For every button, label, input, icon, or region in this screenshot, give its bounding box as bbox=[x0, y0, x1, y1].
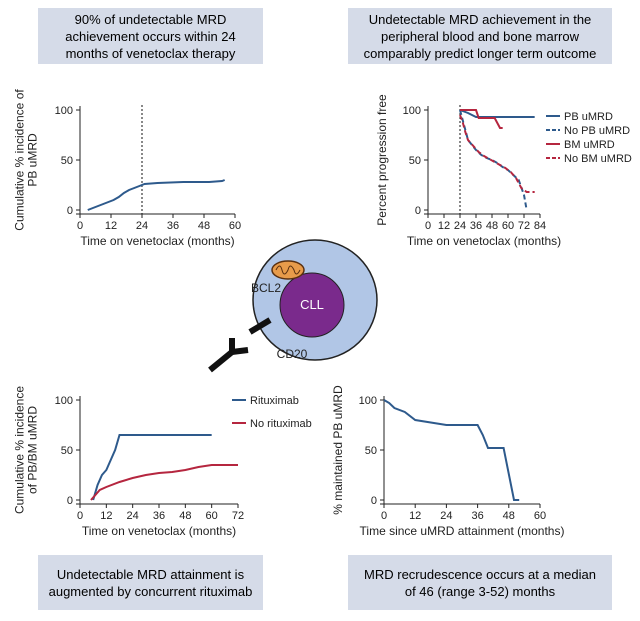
x-axis-label: Time since uMRD attainment (months) bbox=[360, 524, 565, 538]
series-line bbox=[459, 114, 535, 193]
legend-label: BM uMRD bbox=[564, 139, 615, 151]
y-axis-label: of PB/BM uMRD bbox=[26, 406, 40, 494]
y-axis-label: Cumulative % incidence of bbox=[13, 89, 27, 231]
caption: Undetectable MRD achievement in the peri… bbox=[348, 8, 612, 64]
x-tick-label: 60 bbox=[206, 510, 218, 522]
x-tick-label: 12 bbox=[409, 510, 421, 522]
label: CLL bbox=[300, 297, 324, 312]
x-axis-label: Time on venetoclax (months) bbox=[80, 234, 234, 248]
x-tick-label: 60 bbox=[534, 510, 546, 522]
x-tick-label: 24 bbox=[127, 510, 139, 522]
caption: Undetectable MRD attainment is augmented… bbox=[38, 555, 263, 610]
legend-label: Rituximab bbox=[250, 395, 299, 407]
y-tick-label: 100 bbox=[403, 105, 421, 117]
series-line bbox=[460, 109, 503, 129]
x-tick-label: 12 bbox=[100, 510, 112, 522]
x-tick-label: 24 bbox=[454, 220, 466, 232]
y-axis-label: Cumulative % incidence bbox=[13, 386, 27, 514]
y-tick-label: 0 bbox=[67, 205, 73, 217]
label: CD20 bbox=[277, 347, 308, 361]
series-line bbox=[87, 179, 226, 211]
x-tick-label: 48 bbox=[198, 220, 210, 232]
y-tick-label: 0 bbox=[67, 495, 73, 507]
x-tick-label: 12 bbox=[105, 220, 117, 232]
y-tick-label: 100 bbox=[55, 105, 73, 117]
y-tick-label: 100 bbox=[359, 395, 377, 407]
x-tick-label: 60 bbox=[229, 220, 241, 232]
caption: 90% of undetectable MRD achievement occu… bbox=[38, 8, 263, 64]
y-tick-label: 0 bbox=[371, 495, 377, 507]
legend-label: No BM uMRD bbox=[564, 153, 632, 165]
x-tick-label: 36 bbox=[471, 510, 483, 522]
label: BCL2 bbox=[251, 281, 281, 295]
y-axis-label: % maintained PB uMRD bbox=[331, 385, 345, 515]
series-line bbox=[459, 109, 528, 211]
y-tick-label: 50 bbox=[61, 155, 73, 167]
x-tick-label: 36 bbox=[470, 220, 482, 232]
x-tick-label: 0 bbox=[77, 510, 83, 522]
x-tick-label: 0 bbox=[77, 220, 83, 232]
y-tick-label: 100 bbox=[55, 395, 73, 407]
x-axis-label: Time on venetoclax (months) bbox=[407, 234, 561, 248]
x-tick-label: 72 bbox=[232, 510, 244, 522]
x-tick-label: 60 bbox=[502, 220, 514, 232]
legend-label: PB uMRD bbox=[564, 111, 613, 123]
x-tick-label: 72 bbox=[518, 220, 530, 232]
y-tick-label: 50 bbox=[61, 445, 73, 457]
y-tick-label: 50 bbox=[409, 155, 421, 167]
x-tick-label: 0 bbox=[381, 510, 387, 522]
y-axis-label: Percent progression free bbox=[375, 94, 389, 226]
y-axis-label: PB uMRD bbox=[26, 133, 40, 187]
series-line bbox=[459, 109, 535, 118]
x-tick-label: 0 bbox=[425, 220, 431, 232]
series-line bbox=[90, 464, 238, 501]
legend-label: No PB uMRD bbox=[564, 125, 630, 137]
x-tick-label: 84 bbox=[534, 220, 546, 232]
caption: MRD recrudescence occurs at a median of … bbox=[348, 555, 612, 610]
x-axis-label: Time on venetoclax (months) bbox=[82, 524, 236, 538]
cell-diagram: BCL2 CLL CD20 bbox=[208, 239, 378, 373]
y-tick-label: 50 bbox=[365, 445, 377, 457]
series-line bbox=[92, 434, 212, 501]
x-tick-label: 24 bbox=[440, 510, 452, 522]
series-line bbox=[383, 399, 520, 501]
x-tick-label: 12 bbox=[438, 220, 450, 232]
x-tick-label: 36 bbox=[153, 510, 165, 522]
x-tick-label: 48 bbox=[486, 220, 498, 232]
x-tick-label: 48 bbox=[179, 510, 191, 522]
x-tick-label: 24 bbox=[136, 220, 148, 232]
legend-label: No rituximab bbox=[250, 418, 312, 430]
x-tick-label: 36 bbox=[167, 220, 179, 232]
x-tick-label: 48 bbox=[503, 510, 515, 522]
y-tick-label: 0 bbox=[415, 205, 421, 217]
